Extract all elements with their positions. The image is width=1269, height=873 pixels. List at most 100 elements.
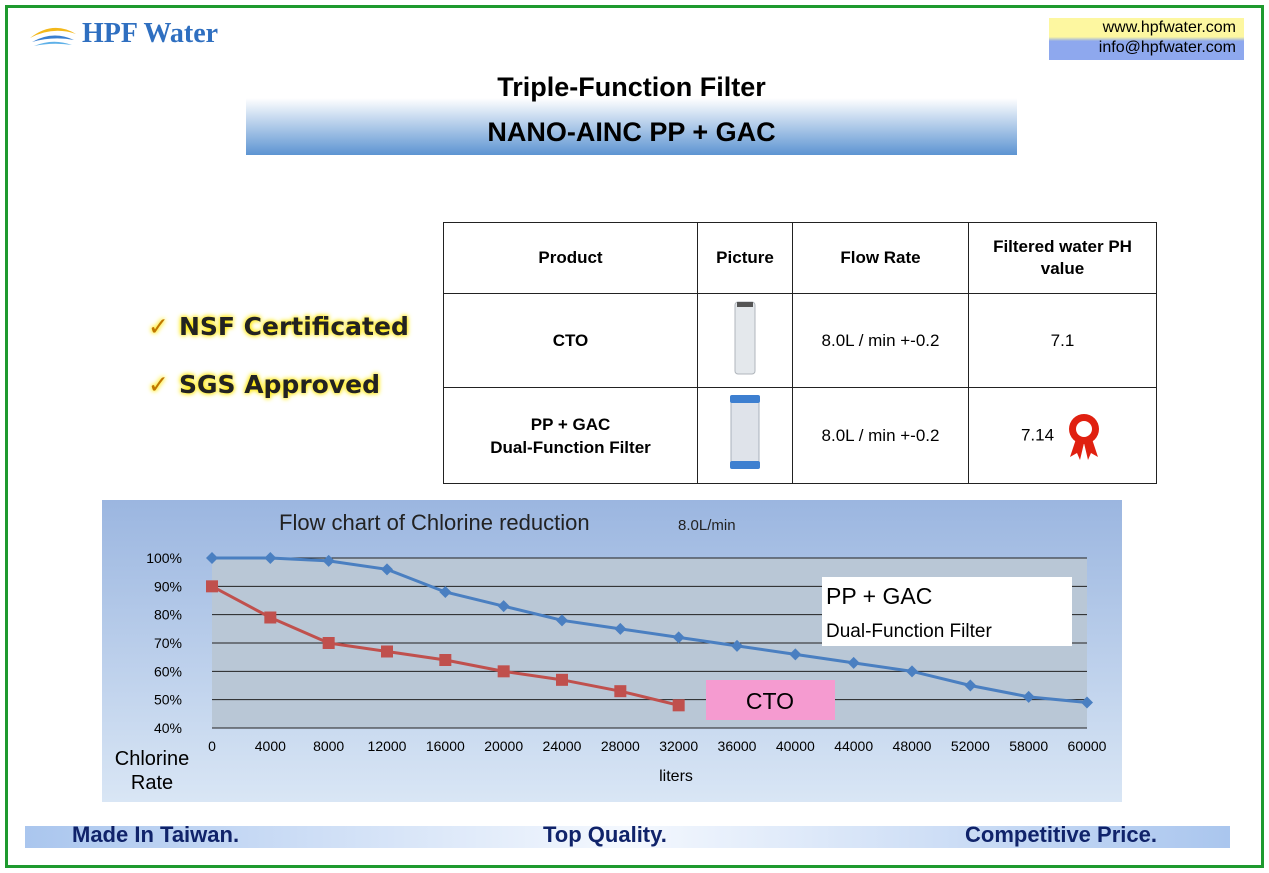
x-tick-label: 28000 — [601, 738, 640, 754]
badge-text: NSF Certificated — [178, 312, 409, 341]
logo: HPF Water — [28, 18, 218, 50]
header-cell: Picture — [697, 222, 793, 294]
marker — [322, 554, 335, 567]
chart-title: Flow chart of Chlorine reduction — [279, 510, 590, 535]
badge: ✓ SGS Approved — [148, 370, 380, 399]
header-cell: Flow Rate — [792, 222, 969, 294]
x-tick-label: 16000 — [426, 738, 465, 754]
award-icon — [1069, 413, 1100, 460]
x-tick-label: 0 — [208, 738, 216, 754]
marker — [439, 654, 452, 666]
badge-text: SGS Approved — [178, 370, 380, 399]
logo-text: HPF Water — [82, 18, 219, 49]
x-tick-label: 20000 — [484, 738, 523, 754]
product-table: Product Picture Flow Rate Filtered water PH… — [443, 222, 1157, 484]
x-tick-label: 32000 — [659, 738, 698, 754]
marker — [497, 600, 510, 613]
picture — [697, 293, 793, 388]
badge: ✓ NSF Certificated — [148, 312, 409, 341]
y-tick-label: 60% — [154, 663, 182, 679]
chart: Flow chart of Chlorine reduction 8.0L/mi… — [102, 500, 1122, 802]
x-axis-label: liters — [659, 768, 693, 785]
x-tick-label: 36000 — [718, 738, 757, 754]
footer-text: Top Quality. — [543, 822, 667, 847]
email: info@hpfwater.com — [1098, 39, 1236, 56]
subtitle: NANO-AINC PP + GAC — [487, 117, 776, 147]
legend-box — [822, 577, 1072, 646]
y-tick-label: 40% — [154, 720, 182, 736]
y-tick-label: 90% — [154, 578, 182, 594]
frame — [5, 5, 1264, 868]
y-axis-label-line: Chlorine — [115, 748, 189, 770]
cell: 8.0L / min +-0.2 — [792, 293, 969, 388]
marker — [264, 552, 277, 564]
header-cell: Product — [443, 222, 698, 294]
marker — [731, 639, 743, 652]
cell: PP + GAC Dual-Function Filter — [443, 387, 698, 484]
x-tick-label: 52000 — [951, 738, 990, 754]
marker — [206, 580, 218, 593]
cell-text: CTO — [552, 330, 589, 350]
y-tick-label: 80% — [154, 607, 182, 623]
cell-text: PP + GAC — [530, 414, 611, 434]
y-tick-label: 70% — [154, 635, 182, 651]
marker — [264, 611, 277, 624]
cell: 7.1 — [968, 293, 1157, 388]
marker — [322, 637, 335, 649]
x-tick-label: 44000 — [834, 738, 873, 754]
marker — [847, 656, 860, 669]
x-tick-label: 12000 — [368, 738, 407, 754]
legend-label: PP + GAC — [826, 583, 932, 609]
contact-box: www.hpfwater.com info@hpfwater.com — [1049, 18, 1244, 60]
marker — [206, 552, 218, 564]
cell-text: Dual-Function Filter — [490, 437, 651, 457]
legend-box — [706, 680, 835, 720]
marker — [439, 586, 452, 598]
website: www.hpfwater.com — [1102, 19, 1236, 36]
marker — [497, 665, 510, 678]
x-tick-label: 58000 — [1009, 738, 1048, 754]
title: Triple-Function Filter — [497, 72, 766, 102]
cell: CTO — [443, 293, 698, 388]
x-tick-label: 48000 — [893, 738, 932, 754]
footer-text: Made In Taiwan. — [72, 822, 240, 847]
x-tick-label: 40000 — [776, 738, 815, 754]
marker — [381, 563, 393, 576]
header-cell: Filtered water PH value — [968, 222, 1157, 294]
marker — [614, 685, 627, 698]
footer-bar — [25, 826, 1230, 848]
y-tick-label: 50% — [154, 692, 182, 708]
legend-label: CTO — [746, 688, 794, 714]
picture — [697, 387, 793, 484]
y-tick-label: 100% — [146, 550, 182, 566]
marker — [672, 699, 685, 712]
title-banner — [246, 98, 1017, 155]
filter-image — [730, 395, 760, 469]
x-tick-label: 24000 — [543, 738, 582, 754]
marker — [381, 645, 393, 658]
filter-image — [734, 301, 756, 375]
footer-text: Competitive Price. — [965, 822, 1157, 847]
x-tick-label: 8000 — [313, 738, 344, 754]
y-axis-label-line: Rate — [131, 772, 173, 794]
series-line — [212, 556, 1088, 704]
cell-text: 7.14 — [1020, 424, 1055, 444]
marker — [672, 631, 685, 644]
marker — [906, 665, 918, 678]
marker — [556, 673, 568, 686]
marker — [556, 614, 568, 627]
marker — [614, 622, 627, 635]
legend-label: Dual-Function Filter — [826, 621, 992, 642]
cell: 8.0L / min +-0.2 — [792, 387, 969, 484]
marker — [964, 679, 977, 692]
x-tick-label: 4000 — [255, 738, 286, 754]
x-tick-label: 60000 — [1068, 738, 1107, 754]
marker — [789, 648, 802, 661]
marker — [1022, 690, 1035, 703]
y-axis-label: Chlorine Rate — [115, 748, 189, 794]
marker — [1081, 696, 1093, 709]
logo-icon — [30, 27, 76, 46]
cell: 7.14 — [968, 387, 1157, 484]
chart-subtitle: 8.0L/min — [678, 517, 736, 534]
